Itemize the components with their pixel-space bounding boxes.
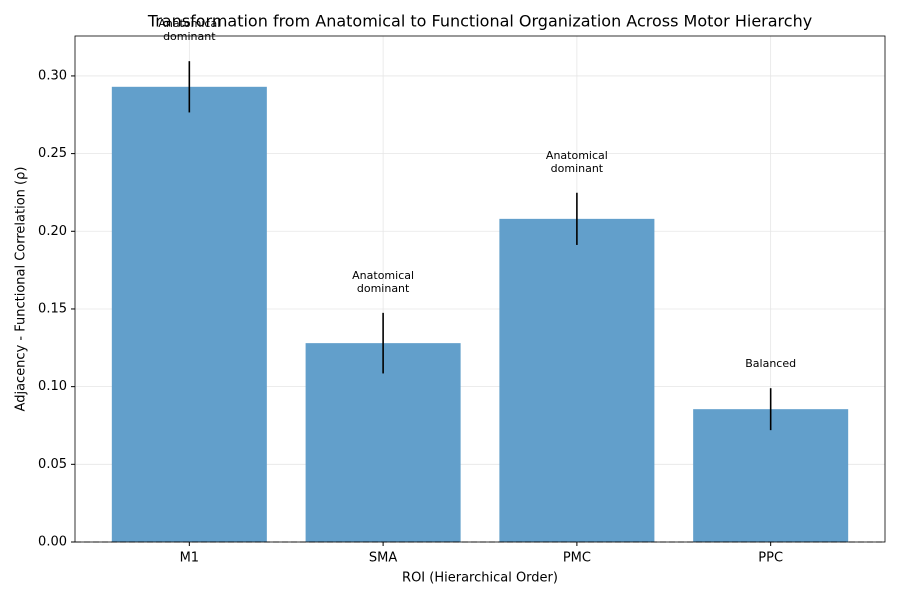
annotation: Anatomical (546, 149, 608, 162)
y-tick-label: 0.00 (38, 535, 67, 550)
y-tick-label: 0.30 (38, 68, 67, 83)
annotation: Anatomical (158, 17, 220, 30)
y-tick-label: 0.20 (38, 224, 67, 239)
annotation: dominant (551, 162, 604, 175)
y-tick-label: 0.05 (38, 457, 67, 472)
annotation: Balanced (745, 357, 796, 370)
y-tick-label: 0.25 (38, 146, 67, 161)
bar (305, 343, 461, 542)
chart-title: Transformation from Anatomical to Functi… (147, 12, 812, 31)
y-axis-label: Adjacency - Functional Correlation (ρ) (14, 167, 29, 412)
y-tick-label: 0.10 (38, 379, 67, 394)
x-axis-label: ROI (Hierarchical Order) (402, 571, 558, 586)
bar (693, 409, 849, 542)
annotation: dominant (357, 282, 410, 295)
x-tick-label: PMC (563, 551, 591, 566)
x-tick-label: M1 (180, 551, 200, 566)
y-tick-label: 0.15 (38, 301, 67, 316)
bar (111, 86, 267, 542)
annotation: Anatomical (352, 269, 414, 282)
x-tick-label: PPC (758, 551, 783, 566)
annotation: dominant (163, 30, 216, 43)
bar (499, 218, 655, 542)
plot-frame (74, 35, 886, 543)
plot (111, 86, 849, 542)
x-tick-label: SMA (369, 551, 397, 566)
